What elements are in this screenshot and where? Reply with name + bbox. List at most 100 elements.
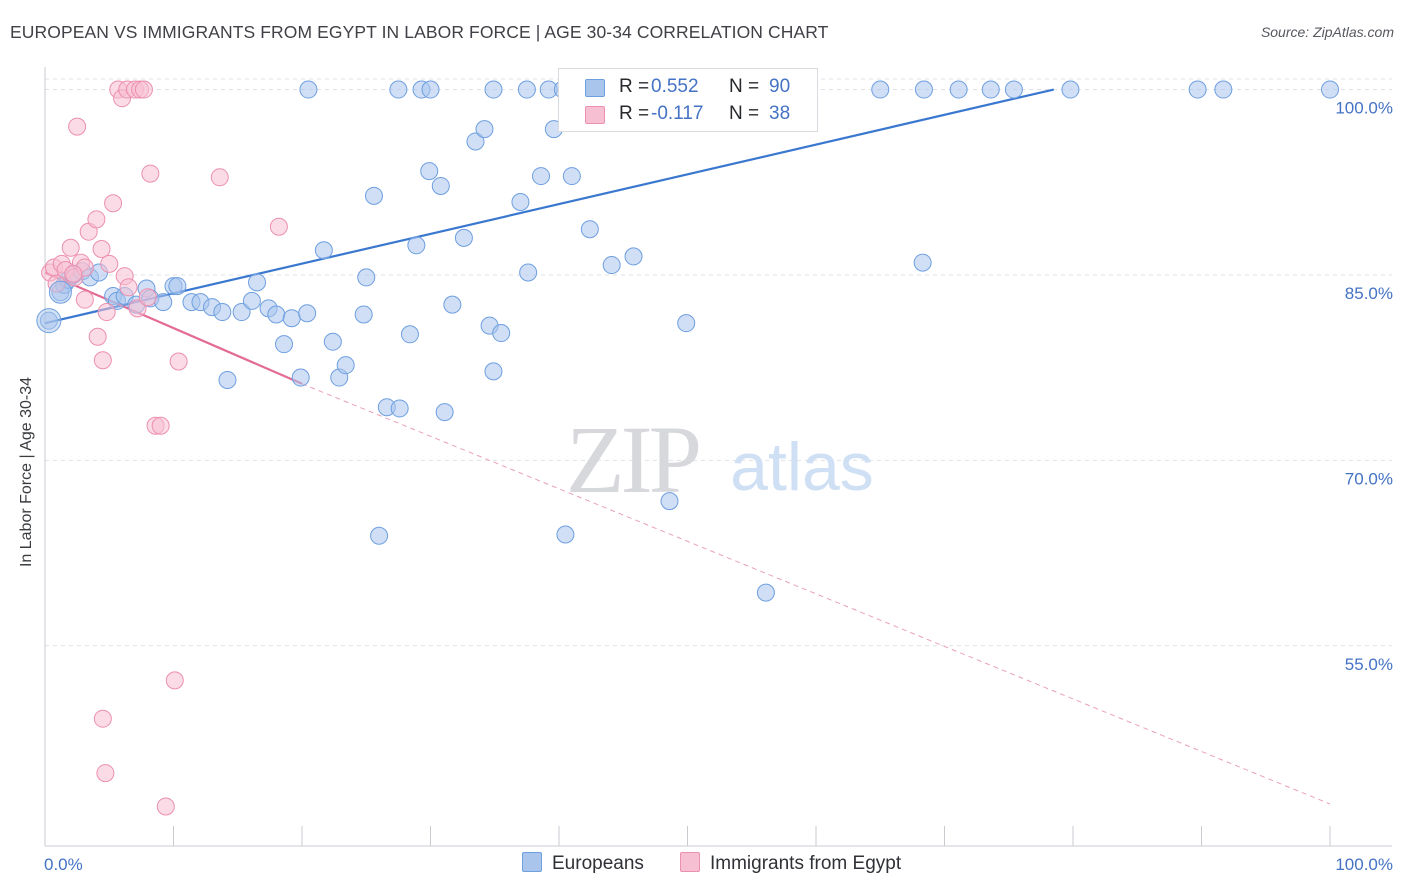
egypt-point — [97, 303, 116, 322]
stats-legend: R = 0.552 N = 90 R = -0.117 N = 38 — [558, 68, 818, 132]
europeans-legend-swatch — [522, 852, 542, 872]
egypt-point — [151, 416, 170, 435]
n-label: N = — [729, 76, 760, 97]
europeans-swatch — [585, 79, 605, 97]
y-tick-label: 55.0% — [1345, 655, 1393, 674]
europeans-point — [275, 335, 294, 354]
r-label: R = — [619, 76, 650, 97]
europeans-point — [389, 80, 408, 99]
egypt-point — [269, 217, 288, 236]
europeans-point — [1061, 80, 1080, 99]
egypt-point — [156, 797, 175, 816]
y-tick-label: 100.0% — [1335, 99, 1393, 118]
europeans-point — [484, 362, 503, 381]
r-value: -0.117 — [651, 103, 704, 124]
europeans-point — [756, 583, 775, 602]
europeans-point — [871, 80, 890, 99]
europeans-point — [314, 241, 333, 260]
watermark-zip: ZIP — [566, 406, 699, 513]
europeans-point — [154, 293, 173, 312]
egypt-point — [68, 117, 87, 136]
n-label: N = — [729, 103, 760, 124]
egypt-point — [87, 210, 106, 229]
source-label: Source: ZipAtlas.com — [1260, 24, 1394, 40]
europeans-point — [407, 236, 426, 255]
europeans-point — [323, 332, 342, 351]
egypt-swatch — [585, 106, 605, 124]
europeans-point — [454, 228, 473, 247]
n-value: 38 — [769, 103, 791, 124]
egypt-point — [96, 764, 115, 783]
europeans-point — [475, 120, 494, 139]
europeans-point — [298, 304, 317, 323]
europeans-point — [624, 247, 643, 266]
europeans-point — [364, 186, 383, 205]
europeans-point — [949, 80, 968, 99]
europeans-point — [357, 268, 376, 287]
egypt-point — [92, 239, 111, 258]
egypt-point — [134, 80, 153, 99]
europeans-point — [400, 325, 419, 344]
europeans-point — [466, 132, 485, 151]
europeans-point — [336, 356, 355, 375]
y-axis-label: In Labor Force | Age 30-34 — [18, 376, 35, 568]
europeans-point — [602, 256, 621, 275]
europeans-point — [443, 295, 462, 314]
europeans-point — [580, 220, 599, 239]
egypt-point — [104, 194, 123, 213]
europeans-point — [1188, 80, 1207, 99]
europeans-point — [660, 492, 679, 511]
europeans-point — [421, 80, 440, 99]
europeans-point — [981, 80, 1000, 99]
egypt-point — [141, 164, 160, 183]
europeans-point — [562, 167, 581, 186]
y-tick-label: 85.0% — [1345, 284, 1393, 303]
europeans-point — [1214, 80, 1233, 99]
egypt-point — [100, 254, 119, 273]
legend-europeans[interactable]: Europeans — [522, 852, 644, 875]
europeans-point — [242, 291, 261, 310]
europeans-point — [519, 263, 538, 282]
egypt-point — [210, 168, 229, 187]
europeans-point — [218, 371, 237, 390]
grid-lines — [45, 78, 1392, 647]
europeans-point — [556, 525, 575, 544]
europeans-point — [431, 176, 450, 195]
europeans-point — [492, 324, 511, 343]
watermark-atlas: atlas — [730, 429, 874, 505]
n-value: 90 — [769, 76, 791, 97]
europeans-legend-label: Europeans — [552, 853, 644, 874]
chart-title: EUROPEAN VS IMMIGRANTS FROM EGYPT IN LAB… — [10, 22, 829, 42]
europeans-point — [282, 309, 301, 328]
europeans-point-large — [36, 308, 62, 334]
egypt-point — [88, 327, 107, 346]
x-tick-labels: 0.0% 100.0% — [44, 855, 1393, 874]
egypt-legend-label: Immigrants from Egypt — [710, 853, 902, 874]
x-tick-label: 100.0% — [1335, 855, 1393, 874]
x-tick-label: 0.0% — [44, 855, 83, 874]
trend-lines — [44, 88, 1331, 805]
legend-egypt[interactable]: Immigrants from Egypt — [680, 852, 901, 875]
egypt-point — [165, 671, 184, 690]
europeans-point — [299, 80, 318, 99]
europeans-point — [484, 80, 503, 99]
egypt-point — [93, 351, 112, 370]
europeans-point — [390, 399, 409, 418]
europeans-point — [248, 273, 267, 292]
europeans-point — [435, 403, 454, 422]
europeans-point — [370, 526, 389, 545]
europeans-point — [291, 368, 310, 387]
axes — [44, 67, 1392, 847]
europeans-point — [213, 303, 232, 322]
egypt-legend-swatch — [680, 852, 700, 872]
egypt-point — [128, 299, 147, 318]
egypt-point — [64, 264, 83, 283]
europeans-point — [1004, 80, 1023, 99]
europeans-point — [267, 305, 286, 324]
egypt-point — [138, 288, 157, 307]
egypt-point — [169, 352, 188, 371]
europeans-point — [677, 314, 696, 333]
y-tick-labels: 100.0% 85.0% 70.0% 55.0% — [1335, 99, 1393, 674]
europeans-point — [168, 277, 187, 296]
